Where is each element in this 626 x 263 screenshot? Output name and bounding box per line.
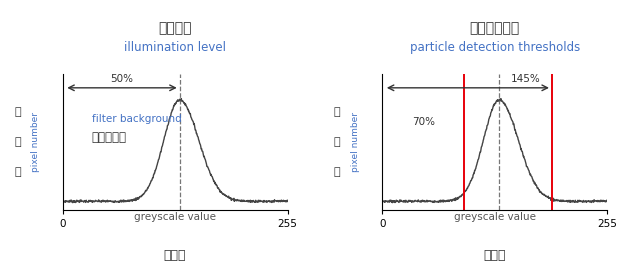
Text: 率: 率 xyxy=(14,167,21,177)
Text: 辨: 辨 xyxy=(14,137,21,147)
Text: 145%: 145% xyxy=(511,74,540,84)
Text: 过滤膜背景: 过滤膜背景 xyxy=(92,132,127,144)
Text: 70%: 70% xyxy=(413,117,436,127)
Text: 灰度值: 灰度值 xyxy=(164,249,187,262)
Text: 照明水平: 照明水平 xyxy=(158,21,192,35)
Text: 50%: 50% xyxy=(111,74,133,84)
Text: 灰度值: 灰度值 xyxy=(483,249,506,262)
Text: illumination level: illumination level xyxy=(124,42,226,54)
Text: greyscale value: greyscale value xyxy=(454,212,536,222)
Text: filter background: filter background xyxy=(92,114,182,124)
Text: 辨: 辨 xyxy=(334,137,341,147)
Text: 分: 分 xyxy=(334,107,341,117)
Text: 分: 分 xyxy=(14,107,21,117)
Text: pixel number: pixel number xyxy=(351,112,360,172)
Text: 颗粒探测阈值: 颗粒探测阈值 xyxy=(470,21,520,35)
Text: greyscale value: greyscale value xyxy=(134,212,216,222)
Text: particle detection thresholds: particle detection thresholds xyxy=(409,42,580,54)
Text: 率: 率 xyxy=(334,167,341,177)
Text: pixel number: pixel number xyxy=(31,112,40,172)
